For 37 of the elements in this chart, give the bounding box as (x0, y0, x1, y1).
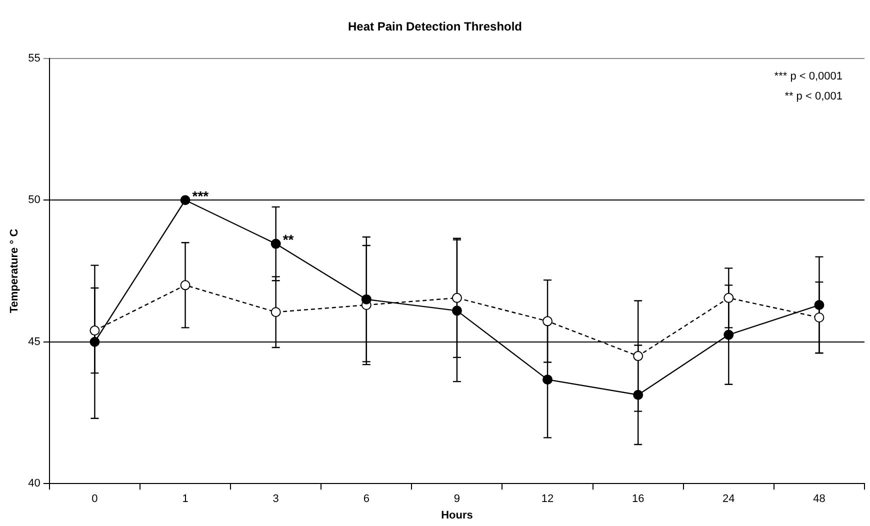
x-tick-label: 9 (454, 493, 460, 506)
x-tick-label: 6 (363, 493, 370, 506)
annotation: *** (192, 188, 210, 204)
point (270, 238, 281, 249)
point (814, 312, 824, 322)
point (270, 307, 281, 318)
y-tick-label: 55 (28, 52, 40, 64)
annotation: ** p < 0,001 (784, 90, 842, 102)
point (452, 292, 462, 303)
point (633, 351, 644, 362)
y-tick-label: 50 (28, 194, 40, 206)
x-tick-label: 1 (182, 493, 188, 506)
y-tick-label: 40 (28, 478, 40, 490)
x-tick-label: 24 (722, 493, 735, 506)
point (633, 390, 644, 400)
point (90, 326, 100, 336)
x-tick-label: 3 (272, 493, 279, 506)
point (180, 195, 190, 206)
point (542, 374, 553, 385)
point (90, 336, 100, 347)
point (361, 294, 372, 304)
x-tick-label: 16 (632, 493, 644, 506)
x-axis-title: Hours (441, 509, 473, 522)
y-tick-label: 45 (28, 336, 40, 348)
chart-title: Heat Pain Detection Threshold (348, 20, 522, 34)
y-axis-title: Temperature ° C (8, 228, 21, 314)
point (180, 280, 190, 290)
x-tick-label: 0 (92, 493, 98, 506)
point (724, 330, 734, 340)
annotation: ** (282, 232, 294, 248)
point (814, 300, 824, 310)
point (724, 292, 734, 303)
point (452, 306, 462, 316)
annotation: *** p < 0,0001 (774, 70, 842, 82)
x-tick-label: 48 (813, 493, 826, 506)
x-tick-label: 12 (541, 493, 554, 506)
point (542, 316, 553, 326)
